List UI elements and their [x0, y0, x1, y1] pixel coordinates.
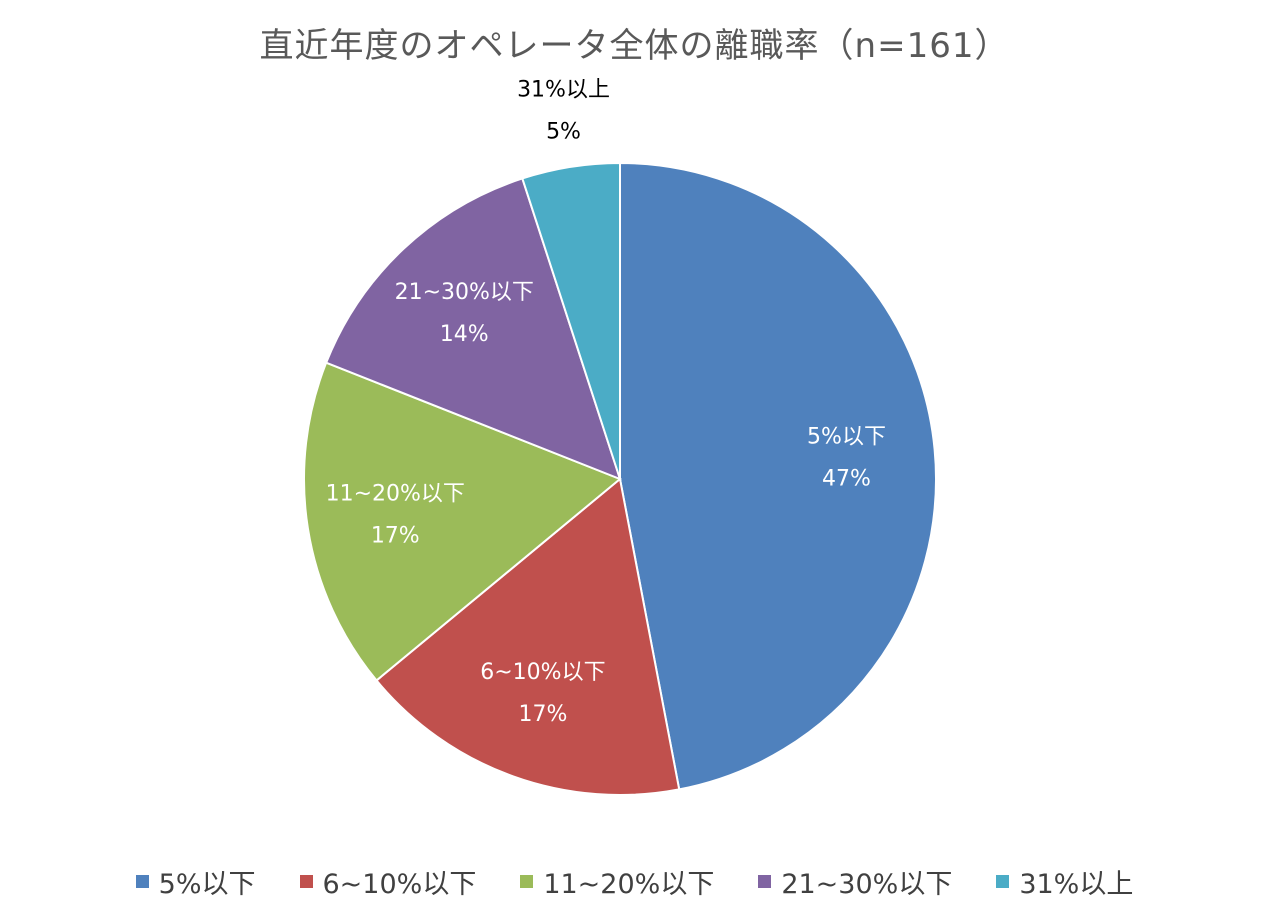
pie-slice-3	[303, 361, 622, 682]
legend-label-1: 5%以下	[158, 869, 256, 900]
slice-label-percent-5: 5%	[546, 119, 581, 144]
legend-item-5: 31%以上	[996, 862, 1133, 901]
slice-label-percent-4: 14%	[440, 322, 489, 347]
legend-item-2: 6~10%以下	[299, 862, 477, 901]
pie-slice-1	[619, 161, 937, 791]
slice-label-category-4: 21~30%以下	[395, 280, 534, 305]
legend-item-3: 11~20%以下	[520, 862, 714, 901]
legend-label-4: 21~30%以下	[781, 869, 953, 900]
slice-label-category-5: 31%以上	[517, 77, 610, 102]
legend-swatch-3	[520, 875, 534, 888]
slice-label-category-3: 11~20%以下	[326, 482, 465, 507]
slice-label-percent-3: 17%	[371, 524, 420, 549]
slice-label-category-2: 6~10%以下	[480, 660, 605, 685]
chart-title: 直近年度のオペレータ全体の離職率（n=161）	[259, 26, 1010, 66]
legend-swatch-2	[299, 875, 313, 888]
slice-label-percent-1: 47%	[822, 467, 871, 492]
slice-label-category-1: 5%以下	[807, 425, 886, 450]
legend-item-1: 5%以下	[135, 862, 256, 901]
legend-swatch-5	[996, 875, 1010, 888]
slice-label-percent-2: 17%	[518, 702, 567, 727]
legend-label-5: 31%以上	[1019, 869, 1134, 900]
legend-item-4: 21~30%以下	[758, 862, 952, 901]
legend: 5%以下 6~10%以下 11~20%以下 21~30%以下 31%以上	[0, 862, 1269, 901]
pie-slice-2	[375, 477, 681, 796]
legend-label-3: 11~20%以下	[543, 869, 715, 900]
legend-label-2: 6~10%以下	[322, 869, 477, 900]
legend-swatch-4	[758, 875, 772, 888]
pie-slice-5	[521, 161, 621, 480]
legend-swatch-1	[135, 875, 149, 888]
